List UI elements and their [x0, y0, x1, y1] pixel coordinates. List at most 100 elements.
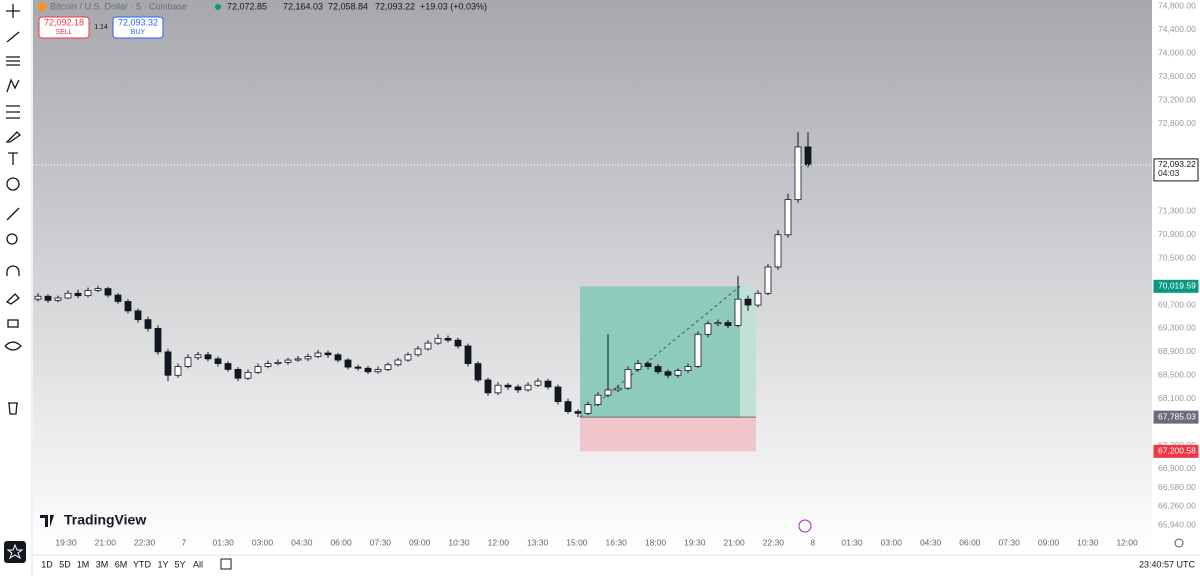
footer: 1D 5D 1M 3M 6M YTD 1Y 5Y All — [41, 559, 203, 569]
candle-body — [114, 294, 122, 302]
y-tick-label: 72,800.00 — [1158, 118, 1196, 128]
range-button[interactable]: All — [193, 559, 203, 569]
x-tick-label: 04:30 — [291, 537, 313, 547]
candle-body — [154, 328, 162, 353]
x-tick-label: 12:00 — [1116, 537, 1138, 547]
candle-body — [774, 234, 782, 268]
candle-body — [664, 371, 672, 376]
candle-body — [554, 386, 562, 403]
news-icon[interactable] — [798, 519, 812, 533]
candle-body — [494, 384, 502, 394]
candle-body — [794, 146, 802, 201]
buy-price: 72,093.32 — [118, 17, 158, 27]
candle-body — [314, 352, 322, 357]
date-range-icon[interactable] — [220, 558, 232, 570]
x-tick-label: 06:00 — [330, 537, 352, 547]
candle-body — [434, 337, 442, 344]
spread: 1.14 — [94, 24, 108, 31]
candle-body — [804, 146, 812, 166]
candle-body — [164, 351, 172, 376]
x-tick-label: 10:30 — [448, 537, 470, 547]
y-tick-label: 73,600.00 — [1158, 71, 1196, 81]
candle-body — [214, 358, 222, 364]
range-button[interactable]: YTD — [133, 559, 152, 569]
logo: TradingView — [64, 512, 146, 528]
y-tick-label: 66,580.00 — [1158, 482, 1196, 492]
high: 72,164.03 — [283, 1, 323, 11]
x-tick-label: 12:00 — [488, 537, 510, 547]
range-button[interactable]: 6M — [115, 559, 128, 569]
candle-body — [264, 363, 272, 367]
x-tick-label: 09:00 — [1038, 537, 1060, 547]
y-tick-label: 68,900.00 — [1158, 346, 1196, 356]
candle-body — [444, 337, 452, 341]
candle-body — [394, 359, 402, 366]
trade-path — [579, 285, 741, 418]
target-tag-box — [1153, 279, 1199, 293]
x-tick-label: 22:30 — [763, 537, 785, 547]
x-tick-label: 10:30 — [1077, 537, 1099, 547]
range-button[interactable]: 1D — [41, 559, 53, 569]
candle-body — [694, 333, 702, 367]
candle-body — [254, 366, 262, 373]
candle-body — [474, 363, 482, 381]
tool-icons[interactable] — [4, 4, 22, 415]
sell-button[interactable] — [38, 16, 90, 39]
candle-body — [294, 358, 302, 361]
candle-body — [574, 411, 582, 414]
candle-body — [714, 322, 722, 325]
x-tick-label: 03:00 — [881, 537, 903, 547]
y-tick-label: 70,500.00 — [1158, 252, 1196, 262]
range-button[interactable]: 1M — [77, 559, 90, 569]
candle-body — [384, 364, 392, 370]
y-tick-label: 65,940.00 — [1158, 519, 1196, 529]
candle-body — [584, 404, 592, 414]
candle-body — [684, 366, 692, 371]
candle-body — [274, 361, 282, 364]
last-price-tag: 72,093.22 — [1158, 159, 1196, 169]
candle-body — [74, 292, 82, 297]
candle-body — [624, 369, 632, 389]
range-button[interactable]: 5D — [59, 559, 71, 569]
last-price-tag-box — [1153, 158, 1199, 182]
candle-body — [594, 394, 602, 405]
x-tick-label: 19:30 — [684, 537, 706, 547]
settings-icon[interactable] — [1174, 538, 1184, 548]
candle-body — [734, 298, 742, 326]
candle-body — [144, 319, 152, 329]
x-tick-label: 06:00 — [959, 537, 981, 547]
x-tick-label: 19:30 — [55, 537, 77, 547]
candle-body — [604, 389, 612, 396]
candle-body — [64, 292, 72, 299]
buy-button[interactable] — [112, 16, 164, 39]
range-button[interactable]: 3M — [96, 559, 109, 569]
candle-body — [404, 354, 412, 361]
candle-body — [484, 379, 492, 394]
y-tick-label: 74,400.00 — [1158, 24, 1196, 34]
logo-mark — [40, 515, 54, 527]
sell-label: SELL — [55, 29, 72, 36]
y-tick-label: 74,000.00 — [1158, 48, 1196, 58]
candle-body — [414, 348, 422, 356]
candle-body — [534, 380, 542, 386]
candle-body — [324, 352, 332, 356]
low: 72,058.84 — [328, 1, 368, 11]
change: +19.03 (+0.03%) — [420, 1, 487, 11]
profit-zone-ahead — [740, 286, 756, 418]
candle-body — [184, 357, 192, 367]
candle-body — [744, 298, 752, 306]
range-button[interactable]: 5Y — [174, 559, 185, 569]
candle-body — [644, 363, 652, 367]
candle-body — [374, 369, 382, 373]
candle-body — [454, 339, 462, 347]
target-tag: 70,019.59 — [1158, 281, 1196, 291]
sell-price: 72,092.18 — [44, 17, 84, 27]
candle-body — [94, 288, 102, 291]
btc-icon — [37, 2, 47, 12]
candle-body — [304, 356, 312, 360]
range-button[interactable]: 1Y — [157, 559, 168, 569]
candle-body — [34, 295, 42, 300]
favorites-button[interactable] — [4, 541, 26, 563]
candle-body — [504, 384, 512, 388]
